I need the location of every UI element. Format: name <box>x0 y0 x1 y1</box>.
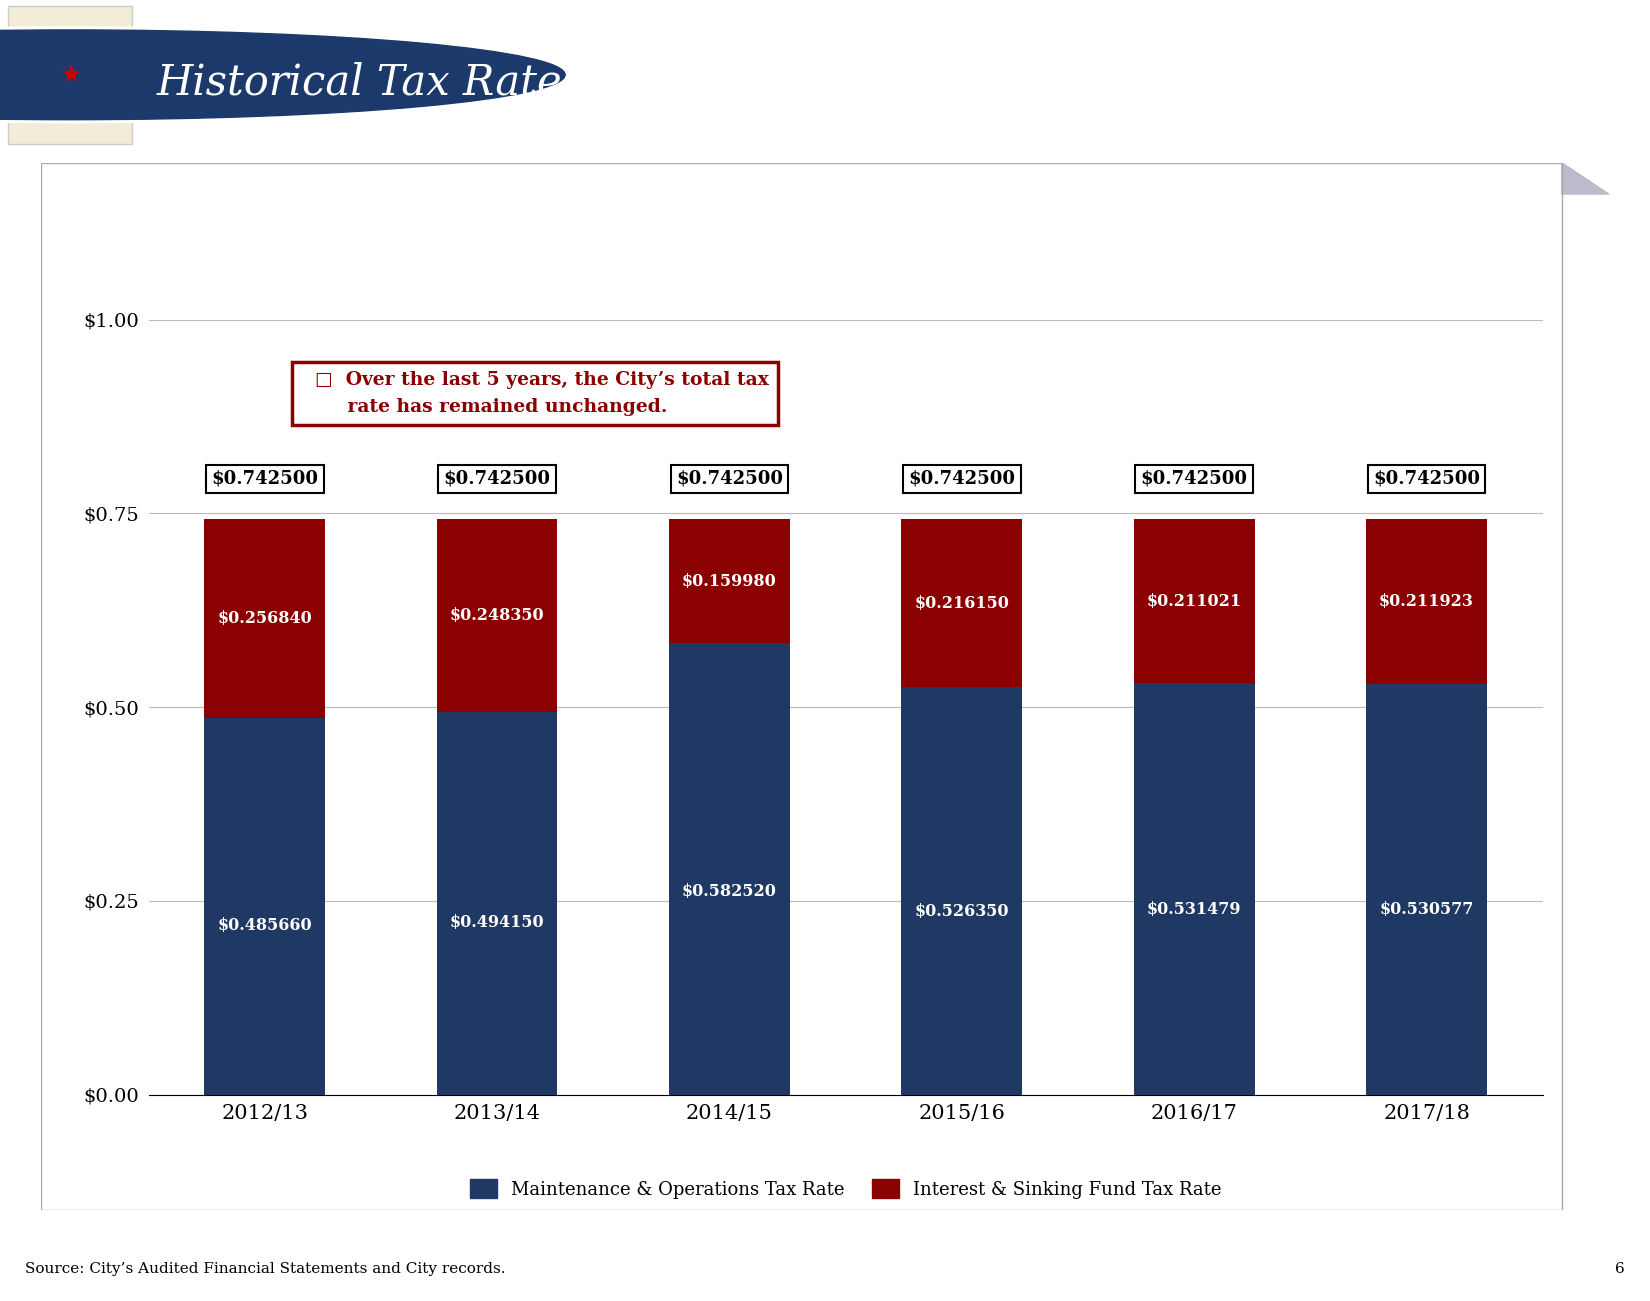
Bar <box>901 687 1023 1094</box>
Text: $0.582520: $0.582520 <box>681 883 777 900</box>
Polygon shape <box>41 163 1609 1210</box>
Text: Historical Tax Rates: Historical Tax Rates <box>157 61 584 103</box>
Polygon shape <box>1561 163 1609 194</box>
Text: $0.530577: $0.530577 <box>1379 902 1473 919</box>
Text: $0.159980: $0.159980 <box>681 572 777 589</box>
Bar <box>1366 683 1487 1094</box>
Legend: Maintenance & Operations Tax Rate, Interest & Sinking Fund Tax Rate: Maintenance & Operations Tax Rate, Inter… <box>462 1172 1229 1206</box>
Text: □  Over the last 5 years, the City’s total tax
       rate has remained unchange: □ Over the last 5 years, the City’s tota… <box>302 371 769 415</box>
Bar <box>205 718 325 1094</box>
Text: $0.531479: $0.531479 <box>1147 900 1241 919</box>
Text: $0.742500: $0.742500 <box>908 470 1015 488</box>
Text: 6: 6 <box>1615 1262 1625 1276</box>
Bar <box>205 519 325 718</box>
Circle shape <box>0 30 564 120</box>
Text: Source: City’s Audited Financial Statements and City records.: Source: City’s Audited Financial Stateme… <box>25 1262 505 1276</box>
Text: $0.742500: $0.742500 <box>1140 470 1247 488</box>
Bar <box>668 643 790 1094</box>
Bar <box>1134 683 1254 1094</box>
Text: $0.742500: $0.742500 <box>1373 470 1480 488</box>
Bar <box>901 519 1023 687</box>
Text: $0.742500: $0.742500 <box>676 470 784 488</box>
FancyBboxPatch shape <box>8 7 132 143</box>
Text: $0.211923: $0.211923 <box>1379 593 1473 610</box>
Text: $0.485660: $0.485660 <box>218 917 312 934</box>
Bar <box>668 519 790 643</box>
Text: Property Tax Rate Per $100 Valuation: Property Tax Rate Per $100 Valuation <box>53 631 66 951</box>
Circle shape <box>0 27 597 122</box>
Text: $0.742500: $0.742500 <box>211 470 318 488</box>
Text: $0.742500: $0.742500 <box>444 470 551 488</box>
Text: ★: ★ <box>59 62 81 87</box>
Text: $0.216150: $0.216150 <box>914 595 1010 611</box>
Text: $0.526350: $0.526350 <box>914 903 1010 920</box>
Bar <box>1366 519 1487 683</box>
Bar <box>437 519 558 712</box>
Text: $0.211021: $0.211021 <box>1147 592 1242 610</box>
Text: $0.494150: $0.494150 <box>450 913 544 932</box>
Bar <box>1134 519 1254 683</box>
Bar <box>437 712 558 1094</box>
Text: $0.248350: $0.248350 <box>450 608 544 624</box>
Text: $0.256840: $0.256840 <box>218 610 312 627</box>
